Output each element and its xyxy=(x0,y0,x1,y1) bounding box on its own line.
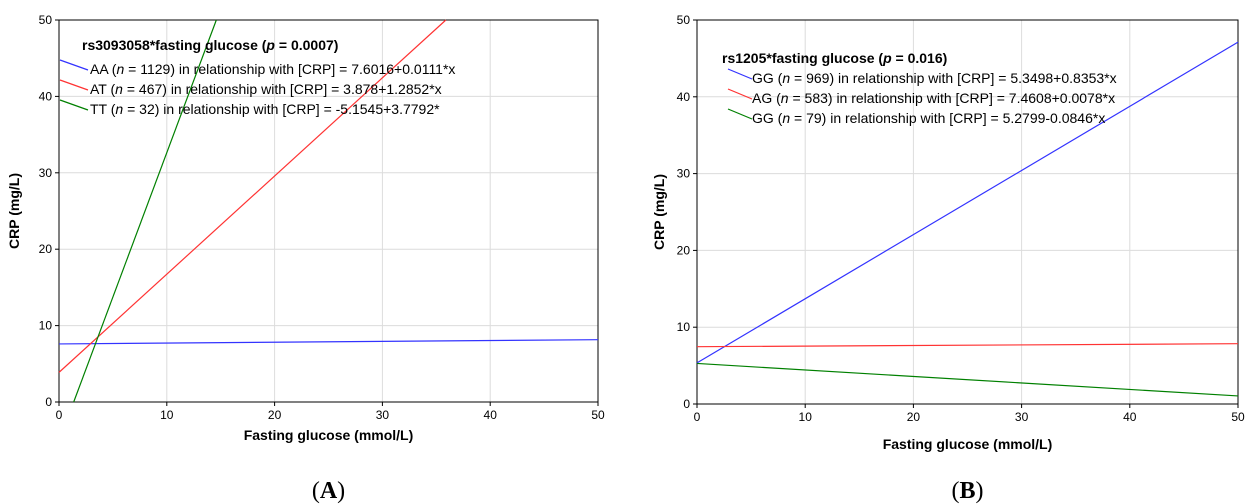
legend-entry: AA (n = 1129) in relationship with [CRP]… xyxy=(90,61,455,77)
y-tick-label: 30 xyxy=(677,167,691,181)
legend-entry: TT (n = 32) in relationship with [CRP] =… xyxy=(90,101,440,117)
y-tick-label: 50 xyxy=(677,13,691,27)
x-tick-label: 30 xyxy=(376,408,390,422)
legend-entry: AG (n = 583) in relationship with [CRP] … xyxy=(752,90,1115,106)
plot-frame xyxy=(58,19,599,403)
x-tick-label: 50 xyxy=(1231,410,1245,424)
y-tick-label: 20 xyxy=(39,242,53,256)
chart-panel-a: 0 10 20 30 40 50 0 10 20 30 40 50 Fasting glucose (m… xyxy=(6,13,605,504)
x-tick-label: 30 xyxy=(1015,410,1029,424)
legend-entry: GG (n = 969) in relationship with [CRP] … xyxy=(752,70,1117,86)
series-line-tt-3 xyxy=(73,19,217,403)
y-tick-label: 30 xyxy=(39,166,53,180)
panel-label: (A) xyxy=(312,478,345,504)
legend-entry: GG (n = 79) in relationship with [CRP] =… xyxy=(752,110,1105,126)
y-tick-label: 10 xyxy=(39,319,53,333)
legend-swatch xyxy=(59,99,89,111)
legend-entry: AT (n = 467) in relationship with [CRP] … xyxy=(90,81,442,97)
series-line-at-2 xyxy=(58,19,447,373)
x-tick-label: 20 xyxy=(268,408,282,422)
series-line-aa-1 xyxy=(58,339,599,345)
chart-panel-b: 0 10 20 30 40 50 0 10 20 30 40 50 Fasting glucose (m… xyxy=(651,13,1245,504)
plot-area xyxy=(59,20,598,402)
y-tick-label: 40 xyxy=(677,90,691,104)
y-tick-label: 50 xyxy=(39,13,53,27)
x-tick-label: 40 xyxy=(1123,410,1137,424)
x-axis-title: Fasting glucose (mmol/L) xyxy=(244,427,414,443)
legend-title: rs3093058*fasting glucose (p = 0.0007) xyxy=(82,37,338,53)
legend-swatch xyxy=(59,79,89,91)
plot-frame xyxy=(696,19,1239,405)
y-axis-title: CRP (mg/L) xyxy=(6,173,22,249)
panel-label: (B) xyxy=(951,478,983,504)
y-tick-label: 0 xyxy=(683,397,690,411)
x-tick-label: 20 xyxy=(907,410,921,424)
y-tick-label: 40 xyxy=(39,89,53,103)
y-axis-title: CRP (mg/L) xyxy=(651,174,667,250)
x-tick-label: 0 xyxy=(56,408,63,422)
x-tick-label: 40 xyxy=(484,408,498,422)
series-line-gg-3 xyxy=(696,362,1239,397)
legend-title: rs1205*fasting glucose (p = 0.016) xyxy=(722,50,947,66)
x-tick-label: 10 xyxy=(160,408,174,422)
x-tick-label: 10 xyxy=(799,410,813,424)
legend: rs3093058*fasting glucose (p = 0.0007) AA… xyxy=(59,37,455,117)
y-tick-label: 10 xyxy=(677,320,691,334)
y-tick-label: 20 xyxy=(677,243,691,257)
y-tick-label: 0 xyxy=(45,395,52,409)
x-tick-label: 0 xyxy=(694,410,701,424)
legend: rs1205*fasting glucose (p = 0.016) GG (n … xyxy=(722,50,1117,126)
legend-swatch xyxy=(727,68,753,80)
x-tick-label: 50 xyxy=(591,408,605,422)
legend-swatch xyxy=(727,88,753,100)
x-axis-title: Fasting glucose (mmol/L) xyxy=(883,436,1053,452)
legend-swatch xyxy=(727,108,753,120)
series-line-gg-1 xyxy=(696,41,1239,364)
legend-swatch xyxy=(59,59,89,71)
plot-area xyxy=(697,20,1238,404)
series-line-ag-2 xyxy=(696,343,1239,348)
